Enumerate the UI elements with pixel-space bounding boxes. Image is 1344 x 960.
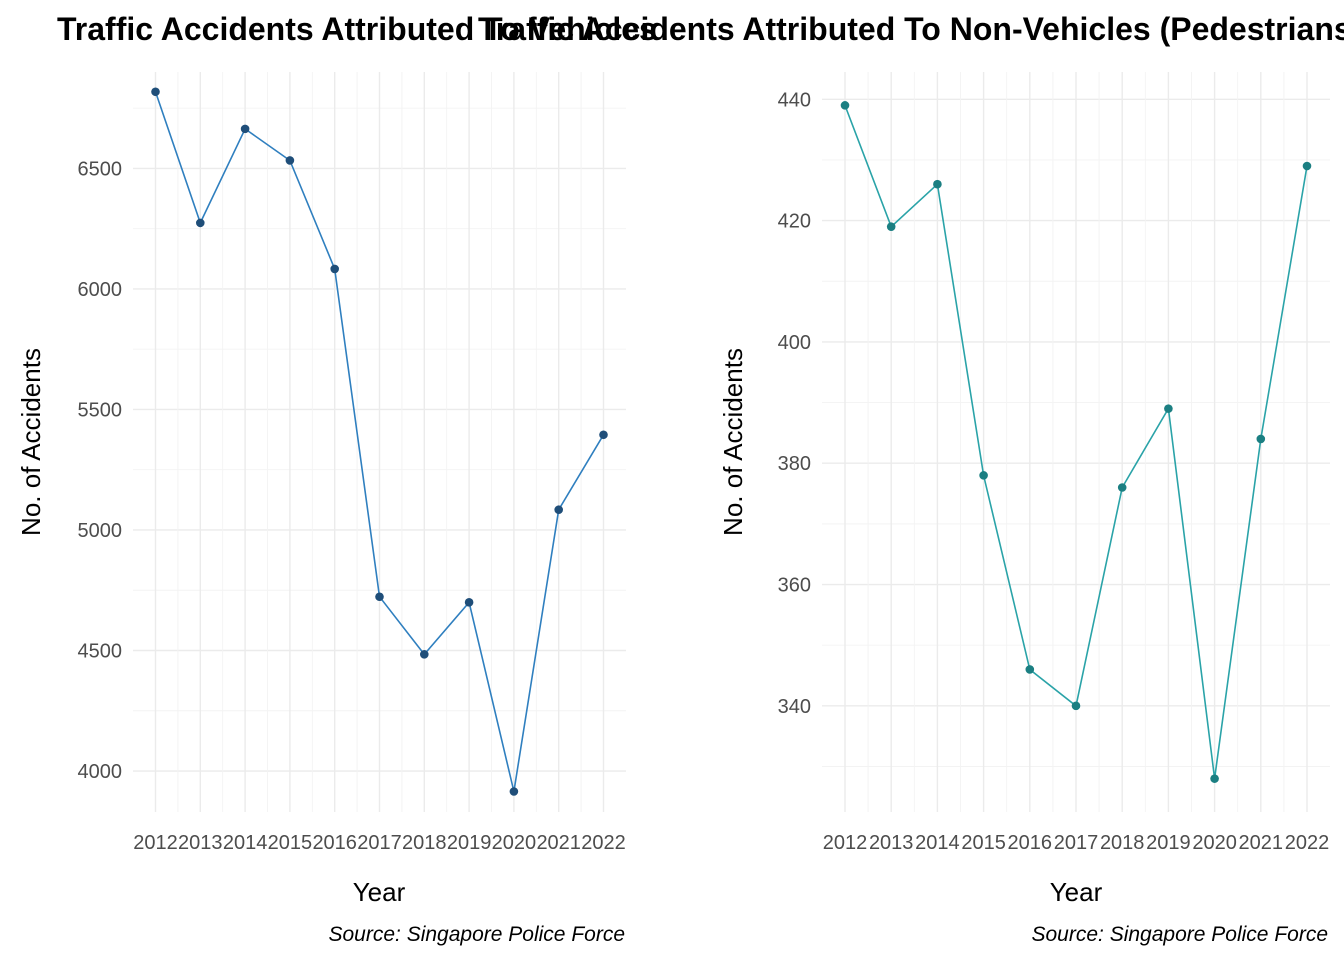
y-tick-label: 5000 [78, 520, 123, 542]
y-tick-label: 380 [778, 453, 811, 475]
x-tick-label: 2020 [1192, 832, 1237, 854]
data-point-2018 [1117, 483, 1127, 492]
data-point-2019 [464, 597, 474, 607]
data-point-2020 [509, 787, 519, 796]
y-tick-label: 4000 [78, 761, 123, 783]
y-axis-title: No. of Accidents [718, 348, 748, 536]
y-tick-label: 4500 [78, 641, 123, 663]
x-tick-label: 2017 [1054, 832, 1099, 854]
x-tick-label: 2016 [312, 832, 357, 854]
x-tick-label: 2015 [961, 832, 1006, 854]
y-tick-label: 6500 [78, 158, 123, 180]
y-axis-title: No. of Accidents [16, 348, 46, 536]
x-tick-label: 2012 [133, 832, 178, 854]
x-tick-label: 2013 [869, 832, 914, 854]
x-tick-label: 2012 [823, 832, 868, 854]
x-tick-label: 2018 [1100, 832, 1145, 854]
data-point-2022 [599, 430, 608, 440]
data-point-2019 [1164, 404, 1173, 413]
data-point-2014 [933, 179, 942, 189]
x-tick-label: 2014 [915, 832, 960, 854]
y-tick-label: 420 [778, 211, 811, 233]
data-point-2017 [375, 592, 384, 602]
x-tick-label: 2022 [1285, 832, 1330, 854]
vehicles-chart-title: Traffic Accidents Attributed To Vehicles [57, 11, 657, 47]
data-point-2016 [330, 264, 340, 274]
x-tick-label: 2020 [492, 832, 537, 854]
data-point-2018 [420, 650, 429, 659]
x-tick-label: 2013 [178, 832, 223, 854]
source-caption: Source: Singapore Police Force [329, 923, 626, 946]
x-tick-label: 2014 [223, 832, 268, 854]
data-point-2012 [840, 101, 850, 110]
y-tick-label: 6000 [78, 279, 123, 301]
x-tick-label: 2021 [536, 832, 581, 854]
y-tick-label: 360 [778, 575, 811, 597]
data-point-2013 [886, 222, 896, 231]
x-tick-label: 2019 [447, 832, 492, 854]
titles-layer: Traffic Accidents Attributed To Vehicles… [57, 11, 1344, 47]
x-tick-label: 2018 [402, 832, 447, 854]
x-axis-title: Year [353, 877, 406, 907]
data-point-2014 [240, 124, 250, 134]
x-tick-label: 2022 [581, 832, 626, 854]
x-tick-label: 2015 [268, 832, 313, 854]
y-tick-label: 440 [778, 89, 811, 111]
y-tick-label: 5500 [78, 399, 123, 421]
x-tick-label: 2017 [357, 832, 402, 854]
data-point-2022 [1302, 161, 1312, 171]
data-point-2021 [1256, 434, 1266, 444]
source-caption: Source: Singapore Police Force [1032, 923, 1329, 946]
data-point-2016 [1025, 665, 1035, 674]
pedestrians-chart-title: Traffic Accidents Attributed To Non-Vehi… [478, 11, 1344, 47]
y-tick-label: 400 [778, 332, 811, 354]
data-point-2020 [1210, 774, 1219, 783]
x-tick-label: 2021 [1239, 832, 1284, 854]
data-point-2012 [151, 87, 160, 97]
y-tick-label: 340 [778, 696, 811, 718]
data-point-2015 [285, 156, 295, 165]
x-axis-title: Year [1050, 877, 1103, 907]
data-point-2017 [1071, 701, 1081, 711]
data-point-2015 [979, 471, 988, 480]
x-tick-label: 2016 [1008, 832, 1053, 854]
x-tick-label: 2019 [1146, 832, 1191, 854]
data-point-2013 [196, 218, 205, 228]
vehicles-chart-panel: 4000 4500 5000 5500 6000 6500 2012 2013 2014 2015… [16, 72, 626, 946]
data-point-2021 [554, 505, 563, 515]
